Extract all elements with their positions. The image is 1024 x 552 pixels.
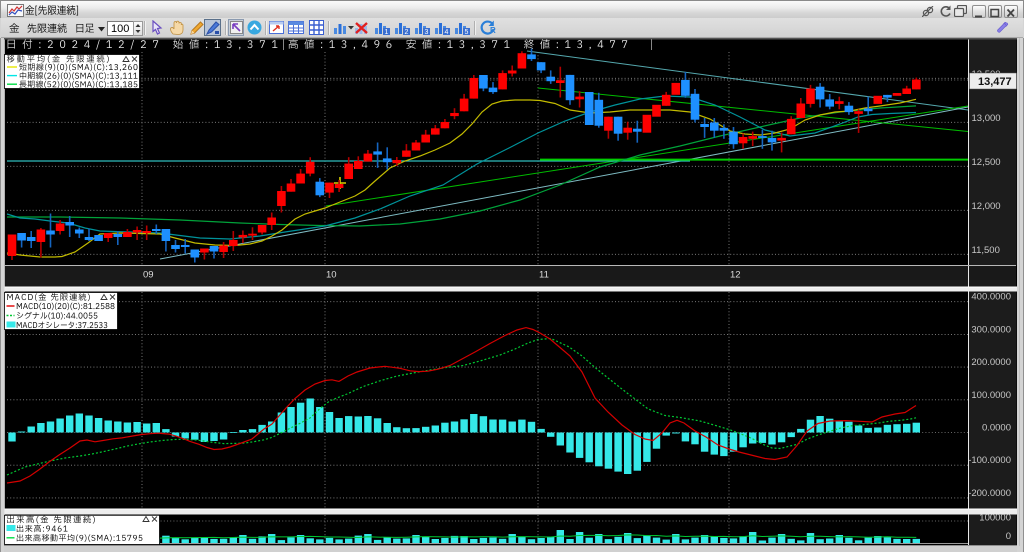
svg-text:100000: 100000 — [979, 513, 1011, 524]
svg-text:12,500: 12,500 — [972, 157, 1001, 168]
svg-text:2: 2 — [405, 29, 409, 35]
svg-text:100.0000: 100.0000 — [971, 390, 1011, 401]
svg-text:09: 09 — [143, 270, 154, 281]
svg-text:0: 0 — [1006, 531, 1011, 542]
svg-text:12: 12 — [730, 270, 741, 281]
svg-text:1: 1 — [385, 29, 389, 35]
svg-text:11: 11 — [539, 270, 549, 281]
svg-text:0.0000: 0.0000 — [982, 423, 1011, 434]
svg-text:13,000: 13,000 — [972, 113, 1001, 124]
svg-text:13,477: 13,477 — [978, 76, 1012, 88]
svg-text:12,000: 12,000 — [972, 201, 1001, 212]
svg-text:R: R — [490, 26, 496, 35]
svg-text:3: 3 — [425, 29, 429, 35]
svg-text:5: 5 — [465, 29, 469, 35]
svg-text:10: 10 — [326, 270, 337, 281]
svg-text:11,500: 11,500 — [972, 245, 1000, 256]
svg-text:-200.0000: -200.0000 — [968, 488, 1011, 499]
svg-text:-100.0000: -100.0000 — [968, 455, 1011, 466]
svg-text:200.0000: 200.0000 — [971, 357, 1011, 368]
svg-text:400.0000: 400.0000 — [971, 292, 1011, 303]
svg-text:4: 4 — [445, 29, 449, 35]
svg-text:300.0000: 300.0000 — [971, 324, 1011, 335]
